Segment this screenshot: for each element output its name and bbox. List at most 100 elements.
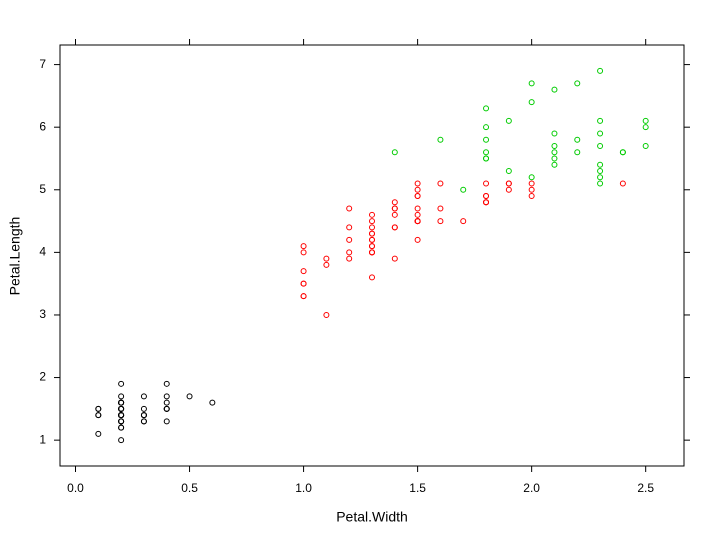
point [346,236,353,243]
point [414,205,421,212]
point [551,142,558,149]
point [346,224,353,231]
point [391,199,398,206]
point [118,418,125,425]
point [414,193,421,200]
point [597,67,604,74]
point [505,167,512,174]
point [163,418,170,425]
point [597,161,604,168]
y-tick-label: 2 [39,370,46,384]
point [369,236,375,243]
point [118,424,125,431]
x-tick-label: 1.0 [295,481,312,495]
point [483,155,490,162]
point [118,399,125,406]
point [369,218,375,225]
point [391,149,398,156]
point [642,142,649,149]
point [460,218,467,225]
point [505,186,512,193]
y-tick-label: 6 [39,119,46,133]
point [391,211,398,218]
point [414,218,421,225]
point [597,180,604,187]
point [300,293,307,300]
point [369,274,375,281]
y-tick-label: 1 [39,432,46,446]
point [619,180,626,187]
point [369,249,375,256]
point [163,393,170,400]
x-tick-label: 2.5 [637,481,654,495]
point [140,418,147,425]
point [597,142,604,149]
point [483,180,490,187]
x-tick-label: 0.5 [181,481,198,495]
point [163,380,170,387]
point [140,393,147,400]
point [323,261,330,268]
point [300,268,307,275]
point [483,193,490,200]
point [369,243,375,250]
point [483,136,490,143]
point [597,117,604,124]
point [574,136,581,143]
point [483,199,490,206]
point [551,155,558,162]
point [163,405,170,412]
point [95,405,102,412]
y-tick-label: 3 [39,307,46,321]
y-tick-label: 4 [39,245,46,259]
y-tick-label: 5 [39,182,46,196]
point [118,412,125,419]
point [391,224,398,231]
point [528,80,535,87]
point [528,193,535,200]
point [369,224,375,231]
point [483,124,490,131]
point [597,167,604,174]
point [483,105,490,112]
point [118,393,125,400]
point [597,130,604,137]
x-axis-title: Petal.Width [336,509,408,525]
point [118,380,125,387]
point [551,149,558,156]
x-tick-label: 2.0 [523,481,540,495]
point [209,399,216,406]
point [369,211,375,218]
point [528,174,535,181]
x-tick-label: 1.5 [409,481,426,495]
point [163,399,170,406]
point [551,130,558,137]
point [346,255,353,262]
plot-frame [59,44,685,467]
point [323,255,330,262]
point [95,430,102,437]
point [369,230,375,237]
point [483,149,490,156]
point [574,149,581,156]
point [140,412,147,419]
x-tick-label: 0.0 [67,481,84,495]
point [505,180,512,187]
point [391,205,398,212]
point [414,211,421,218]
point [414,236,421,243]
point [186,393,193,400]
point [642,124,649,131]
point [323,311,330,318]
point [528,180,535,187]
point [551,86,558,93]
point [346,249,353,256]
point [300,249,307,256]
point [437,136,444,143]
point [140,405,147,412]
point [528,99,535,106]
point [414,186,421,193]
point [437,180,444,187]
point [437,205,444,212]
